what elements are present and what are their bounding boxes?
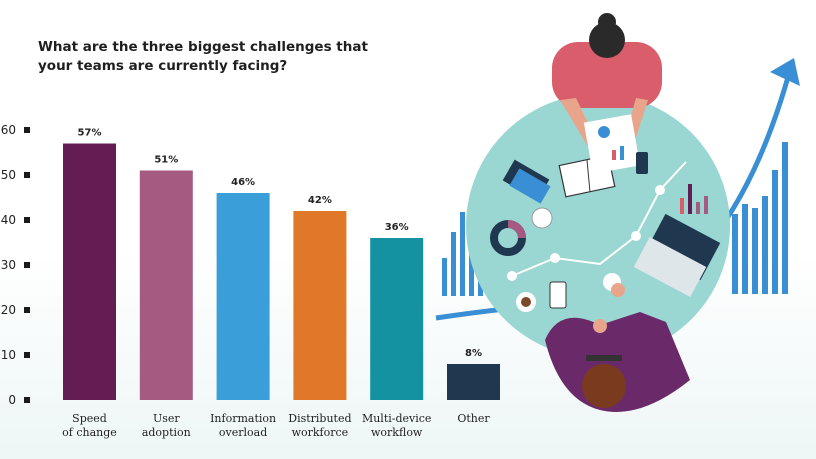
- chart-title: What are the three biggest challenges th…: [38, 39, 368, 74]
- meeting-illustration: [435, 13, 800, 412]
- bars-group: [63, 143, 500, 400]
- category-label: of change: [62, 426, 117, 439]
- person-icon: [545, 283, 690, 412]
- bar: [216, 193, 270, 400]
- bar: [293, 211, 347, 400]
- y-tick-mark: [24, 217, 30, 223]
- bar-chart-icon: [732, 142, 788, 294]
- category-label: Distributed: [288, 412, 351, 425]
- category-label: User: [153, 412, 180, 425]
- laptop-icon: [633, 213, 721, 298]
- y-tick-mark: [24, 352, 30, 358]
- report-icon: [583, 114, 641, 174]
- y-tick-mark: [24, 172, 30, 178]
- bar: [370, 238, 424, 400]
- meeting-table: [466, 94, 730, 358]
- value-label: 36%: [385, 222, 409, 233]
- value-label: 8%: [465, 348, 482, 359]
- y-tick-label: 30: [1, 258, 16, 272]
- y-tick-label: 10: [1, 348, 16, 362]
- category-label: Multi-device: [362, 412, 431, 425]
- value-labels-group: 57% 51% 46% 42% 36% 8%: [78, 128, 482, 360]
- pencil-cup-icon: [531, 207, 553, 229]
- value-label: 51%: [154, 155, 178, 166]
- category-label: adoption: [142, 426, 191, 439]
- pie-chart-icon: [490, 220, 526, 256]
- bar: [63, 143, 116, 400]
- bar-chart-icon: [680, 184, 708, 214]
- line-chart-icon: [507, 161, 687, 281]
- category-label: workflow: [371, 426, 423, 439]
- y-tick-label: 20: [1, 303, 16, 317]
- value-label: 57%: [78, 128, 102, 139]
- y-tick-mark: [24, 397, 30, 403]
- category-label: Other: [457, 412, 490, 425]
- phone-icon: [636, 152, 648, 174]
- y-tick-label: 50: [1, 168, 16, 182]
- category-label: Information: [210, 412, 276, 425]
- value-label: 42%: [308, 195, 332, 206]
- y-tick-label: 0: [8, 393, 16, 407]
- bar-chart: 0 10 20 30 40 50 60 57% 51% 46% 42% 36% 8% Speedof …: [1, 123, 500, 439]
- y-tick-mark: [24, 262, 30, 268]
- y-tick-label: 40: [1, 213, 16, 227]
- bar: [447, 364, 500, 400]
- value-label: 46%: [231, 177, 255, 188]
- category-label: workforce: [292, 426, 349, 439]
- y-tick-mark: [24, 127, 30, 133]
- category-label: Speed: [72, 412, 107, 425]
- phone-icon: [549, 281, 567, 309]
- books-icon: [502, 159, 551, 204]
- y-tick-mark: [24, 307, 30, 313]
- y-tick-label: 60: [1, 123, 16, 137]
- category-label: overload: [219, 426, 267, 439]
- y-axis: 0 10 20 30 40 50 60: [1, 123, 30, 407]
- bar: [139, 170, 193, 400]
